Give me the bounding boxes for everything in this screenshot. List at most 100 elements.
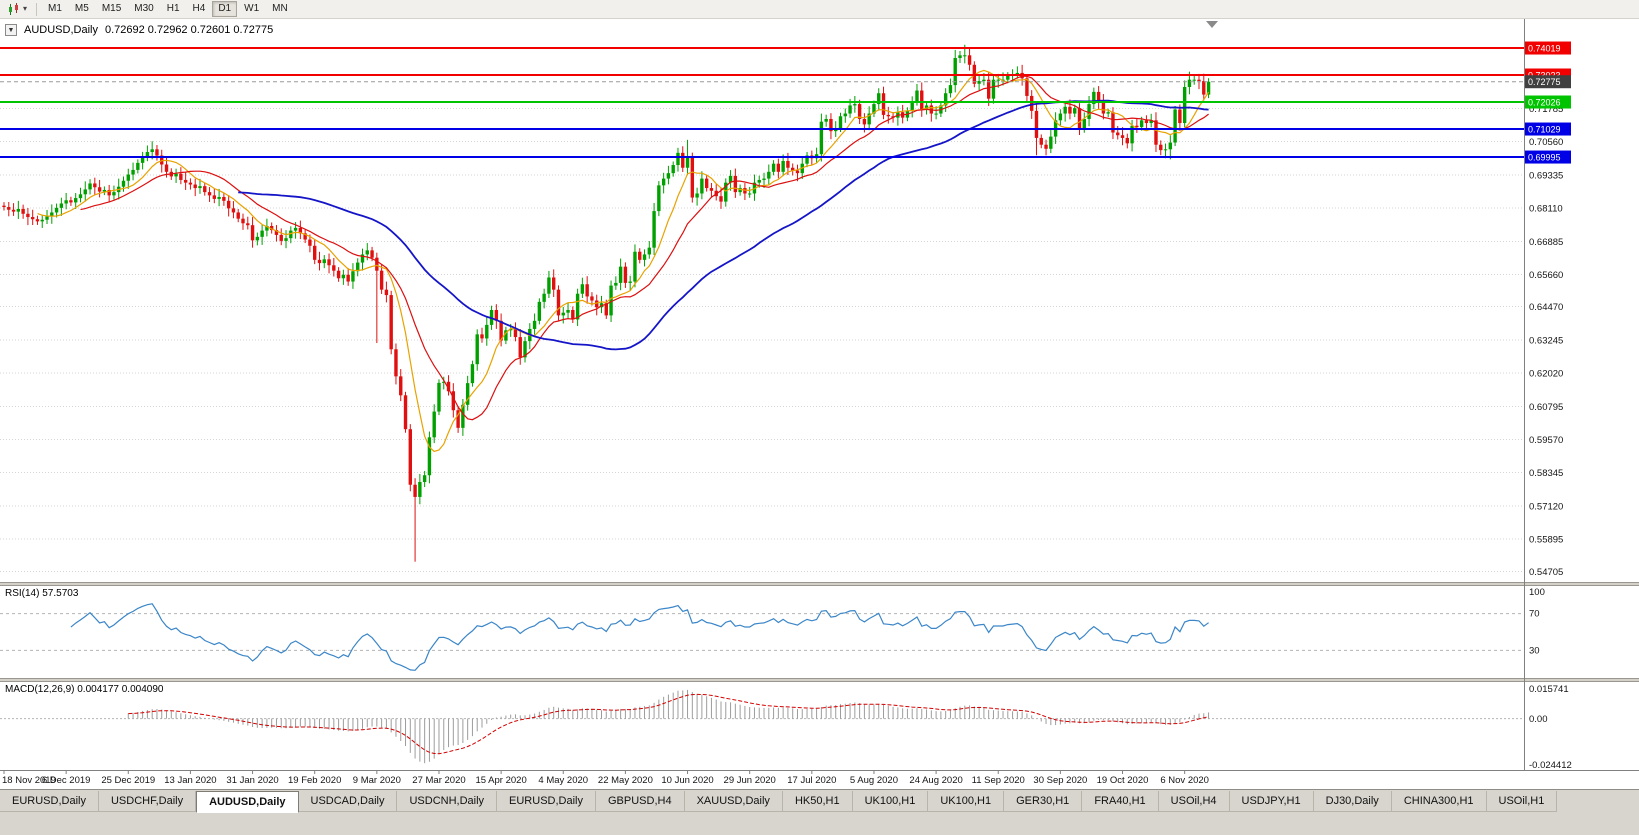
chart-type-button[interactable]: ▾ xyxy=(3,1,31,17)
chart-canvas[interactable]: 0.71785 0.70560 0.69335 0.68110 0.66885 0.656… xyxy=(0,19,1639,789)
tick-label: 0.00 xyxy=(1529,714,1548,725)
pane-divider[interactable] xyxy=(0,678,1639,682)
chart-ohlc-readout: 0.72692 0.72962 0.72601 0.72775 xyxy=(104,24,274,36)
date-label: 13 Jan 2020 xyxy=(164,775,216,786)
tick-label: 0.71785 xyxy=(1529,104,1563,115)
chart-tab-GER30-H1[interactable]: GER30,H1 xyxy=(1004,791,1083,812)
tick-label: 0.58345 xyxy=(1529,468,1563,479)
pane-divider[interactable] xyxy=(0,582,1639,586)
price-hline-label-box xyxy=(1524,95,1571,109)
timeframe-button-D1[interactable]: D1 xyxy=(212,1,238,17)
timeframe-button-MN[interactable]: MN xyxy=(266,1,294,17)
date-label: 19 Feb 2020 xyxy=(288,775,341,786)
timeframe-button-M1[interactable]: M1 xyxy=(42,1,68,17)
tick-label: 0.63245 xyxy=(1529,335,1563,346)
timeframe-button-H1[interactable]: H1 xyxy=(161,1,186,17)
timeframe-button-W1[interactable]: W1 xyxy=(238,1,265,17)
date-label: 24 Aug 2020 xyxy=(909,775,962,786)
price-gridlines xyxy=(0,108,1524,572)
tick-label: 0.70560 xyxy=(1529,137,1563,148)
chart-tab-CHINA300-H1[interactable]: CHINA300,H1 xyxy=(1391,791,1487,812)
tick-label: 70 xyxy=(1529,609,1540,620)
date-label: 4 May 2020 xyxy=(538,775,588,786)
chart-tab-EURUSD-Daily[interactable]: EURUSD,Daily xyxy=(497,791,596,812)
chart-tab-AUDUSD-Daily[interactable]: AUDUSD,Daily xyxy=(196,791,299,813)
current-price-marker: 0.72775 xyxy=(0,75,1571,89)
macd-pane: 0.015741 0.00 -0.024412 xyxy=(0,684,1572,771)
date-label: 10 Jun 2020 xyxy=(661,775,713,786)
chart-shift xyxy=(1206,21,1218,28)
toolbar-separator xyxy=(36,2,38,16)
date-label: 27 Mar 2020 xyxy=(412,775,465,786)
date-label: 9 Mar 2020 xyxy=(353,775,401,786)
macd-indicator-label: MACD(12,26,9) 0.004177 0.004090 xyxy=(5,684,164,695)
chart-tab-XAUUSD-Daily[interactable]: XAUUSD,Daily xyxy=(684,791,783,812)
timeframe-button-M5[interactable]: M5 xyxy=(69,1,95,17)
chart-tab-USOil-H1[interactable]: USOil,H1 xyxy=(1486,791,1558,812)
tick-label: 0.015741 xyxy=(1529,684,1569,695)
date-label: 25 Dec 2019 xyxy=(101,775,155,786)
chart-tab-USDJPY-H1[interactable]: USDJPY,H1 xyxy=(1229,791,1314,812)
chart-tab-USDCNH-Daily[interactable]: USDCNH,Daily xyxy=(397,791,498,812)
chart-tab-FRA40-H1[interactable]: FRA40,H1 xyxy=(1082,791,1159,812)
tick-label: 0.55895 xyxy=(1529,535,1563,546)
box-label: 0.72026 xyxy=(1528,98,1561,108)
date-label: 5 Aug 2020 xyxy=(850,775,898,786)
tick-label: 0.65660 xyxy=(1529,270,1563,281)
chart-tab-USDCAD-Daily[interactable]: USDCAD,Daily xyxy=(298,791,398,812)
candlestick-series xyxy=(2,44,1211,562)
date-label: 22 May 2020 xyxy=(598,775,653,786)
tick-label: 0.62020 xyxy=(1529,369,1563,380)
chart-window: 0.71785 0.70560 0.69335 0.68110 0.66885 0.656… xyxy=(0,19,1639,789)
price-hline-label-box xyxy=(1524,122,1571,136)
timeframe-button-H4[interactable]: H4 xyxy=(187,1,212,17)
chart-title-row: ▼ AUDUSD,Daily 0.72692 0.72962 0.72601 0… xyxy=(5,24,273,36)
dropdown-caret-icon: ▾ xyxy=(23,4,28,13)
date-label: 6 Nov 2020 xyxy=(1160,775,1209,786)
moving-average-lines xyxy=(37,69,1210,453)
rsi-indicator-label: RSI(14) 57.5703 xyxy=(5,588,79,599)
chart-tab-UK100-H1[interactable]: UK100,H1 xyxy=(928,791,1005,812)
chart-tab-EURUSD-Daily[interactable]: EURUSD,Daily xyxy=(0,791,99,812)
chart-tab-HK50-H1[interactable]: HK50,H1 xyxy=(782,791,853,812)
toolbar: ▾ M1 M5 M15 M30 H1 H4 D1 W1 MN xyxy=(0,0,1639,19)
chart-symbol-title: AUDUSD,Daily xyxy=(24,24,98,36)
timeframe-button-M15[interactable]: M15 xyxy=(96,1,127,17)
tick-label: 0.59570 xyxy=(1529,435,1563,446)
chart-tab-bar: EURUSD,Daily USDCHF,Daily AUDUSD,Daily USDC… xyxy=(0,789,1639,835)
tick-label: 0.54705 xyxy=(1529,567,1563,578)
one-click-trading-toggle[interactable]: ▼ xyxy=(5,24,17,36)
price-hline-label-box xyxy=(1524,150,1571,164)
date-label: 17 Jul 2020 xyxy=(787,775,836,786)
chart-shift-marker-icon[interactable] xyxy=(1206,21,1218,28)
tick-label: 0.68110 xyxy=(1529,204,1563,215)
box-label: 0.72775 xyxy=(1528,77,1561,87)
chart-tab-USDCHF-Daily[interactable]: USDCHF,Daily xyxy=(98,791,197,812)
chart-tab-GBPUSD-H4[interactable]: GBPUSD,H4 xyxy=(596,791,685,812)
tick-label: 30 xyxy=(1529,645,1540,656)
chart-tab-DJ30-Daily[interactable]: DJ30,Daily xyxy=(1313,791,1392,812)
box-label: 0.71029 xyxy=(1528,125,1561,135)
tick-label: 100 xyxy=(1529,587,1545,598)
tick-label: -0.024412 xyxy=(1529,760,1572,771)
date-label: 19 Oct 2020 xyxy=(1097,775,1149,786)
box-label: 0.69995 xyxy=(1528,153,1561,163)
chart-tab-UK100-H1[interactable]: UK100,H1 xyxy=(852,791,929,812)
candlestick-chart-icon xyxy=(9,2,18,15)
price-axis: 0.71785 0.70560 0.69335 0.68110 0.66885 0.656… xyxy=(1529,104,1563,578)
date-label: 29 Jun 2020 xyxy=(724,775,776,786)
date-label: 18 Nov 2019 xyxy=(2,775,56,786)
tick-label: 0.64470 xyxy=(1529,302,1563,313)
date-label: 6 Dec 2019 xyxy=(42,775,91,786)
timeframe-button-M30[interactable]: M30 xyxy=(128,1,159,17)
box-label: 0.74019 xyxy=(1528,44,1561,54)
chart-tab-USOil-H4[interactable]: USOil,H4 xyxy=(1158,791,1230,812)
tick-label: 0.57120 xyxy=(1529,501,1563,512)
date-label: 31 Jan 2020 xyxy=(226,775,278,786)
date-label: 11 Sep 2020 xyxy=(972,775,1025,786)
timeframe-toolbar: M1 M5 M15 M30 H1 H4 D1 W1 MN xyxy=(42,1,294,17)
tick-label: 0.66885 xyxy=(1529,237,1563,248)
